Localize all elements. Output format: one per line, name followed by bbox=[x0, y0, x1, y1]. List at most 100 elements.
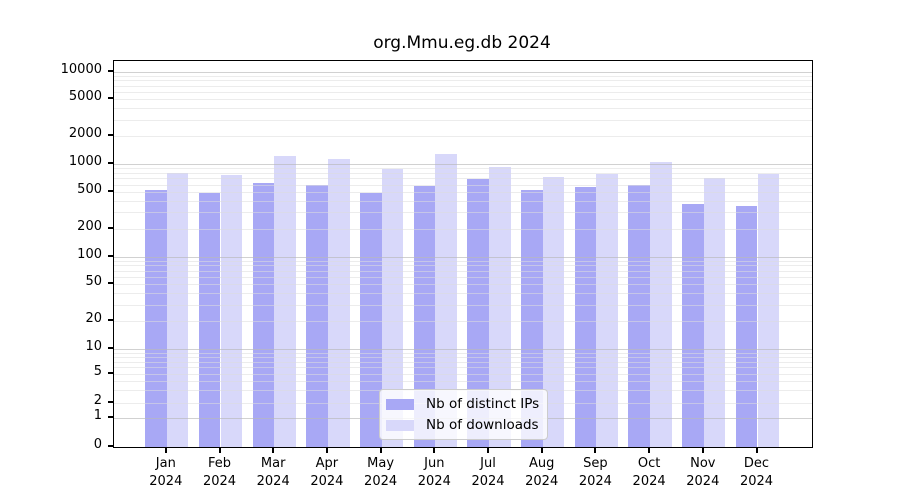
x-tick-label: Nov 2024 bbox=[668, 455, 738, 491]
gridline-minor bbox=[114, 212, 812, 214]
x-tick-label-year: 2024 bbox=[739, 474, 774, 489]
bar-aug-distinct-ips bbox=[521, 190, 543, 447]
y-axis-tick bbox=[108, 226, 113, 229]
bar-feb-downloads bbox=[220, 175, 243, 447]
bar-dec-distinct-ips bbox=[735, 206, 758, 447]
gridline-major bbox=[114, 256, 812, 258]
bar-nov-distinct-ips bbox=[682, 203, 704, 447]
y-axis-tick bbox=[108, 189, 113, 192]
bar-jul-distinct-ips bbox=[467, 178, 489, 447]
bar-sep-downloads bbox=[596, 174, 619, 447]
bar-jan-downloads bbox=[166, 172, 189, 447]
x-tick-label: Apr 2024 bbox=[292, 455, 362, 491]
gridline-minor bbox=[114, 277, 812, 279]
gridline-major bbox=[114, 164, 812, 165]
x-axis-tick bbox=[433, 448, 436, 453]
y-axis-tick bbox=[108, 162, 113, 164]
legend-swatch-downloads bbox=[386, 419, 414, 431]
plot-area: Nb of distinct IPs Nb of downloads bbox=[113, 60, 813, 448]
x-tick-label: Oct 2024 bbox=[614, 455, 684, 491]
x-tick-label: May 2024 bbox=[346, 455, 416, 491]
legend-label-distinct-ips: Nb of distinct IPs bbox=[426, 396, 540, 412]
x-tick-label-year: 2024 bbox=[471, 474, 505, 489]
y-axis-tick bbox=[108, 254, 113, 257]
x-axis-tick bbox=[487, 448, 489, 453]
gridline-minor bbox=[114, 270, 812, 272]
gridline-minor bbox=[114, 178, 812, 180]
y-tick-label: 5 bbox=[93, 364, 102, 379]
gridline-minor bbox=[114, 304, 812, 306]
y-tick-label: 10 bbox=[85, 339, 102, 354]
legend-row: Nb of downloads bbox=[386, 417, 540, 433]
y-tick-label: 500 bbox=[77, 181, 102, 197]
gridline-minor bbox=[114, 228, 812, 230]
x-tick-label-year: 2024 bbox=[202, 474, 237, 489]
y-tick-label: 100 bbox=[77, 246, 102, 262]
y-tick-label: 10000 bbox=[60, 61, 102, 77]
bar-jun-downloads bbox=[435, 154, 457, 447]
x-tick-label: Jun 2024 bbox=[399, 455, 469, 491]
y-axis-tick bbox=[108, 319, 113, 322]
gridline-minor bbox=[114, 265, 812, 267]
gridline-minor bbox=[114, 352, 812, 354]
y-tick-label: 5000 bbox=[68, 89, 102, 105]
gridline-minor bbox=[114, 367, 812, 369]
gridline-minor bbox=[114, 361, 812, 363]
x-tick-label: Feb 2024 bbox=[185, 455, 255, 491]
bar-apr-distinct-ips bbox=[306, 184, 328, 447]
x-tick-label-year: 2024 bbox=[310, 474, 344, 489]
y-axis-tick bbox=[108, 69, 113, 72]
chart-title: org.Mmu.eg.db 2024 bbox=[373, 33, 551, 53]
bar-nov-downloads bbox=[703, 178, 726, 447]
gridline-minor bbox=[114, 357, 812, 359]
gridline-minor bbox=[114, 191, 812, 193]
x-tick-label: Mar 2024 bbox=[238, 455, 308, 491]
y-axis-tick bbox=[108, 282, 113, 285]
bar-mar-distinct-ips bbox=[252, 182, 275, 447]
y-tick-label: 2 bbox=[93, 393, 102, 408]
x-tick-label-year: 2024 bbox=[417, 474, 451, 489]
gridline-minor bbox=[114, 80, 812, 82]
bar-sep-distinct-ips bbox=[574, 187, 597, 447]
x-tick-label: Jan 2024 bbox=[131, 455, 201, 491]
bar-aug-downloads bbox=[542, 176, 565, 447]
y-axis-tick bbox=[108, 134, 113, 137]
legend-label-downloads: Nb of downloads bbox=[426, 417, 539, 433]
x-axis-tick bbox=[540, 448, 543, 453]
gridline-minor bbox=[114, 321, 812, 323]
x-tick-label-year: 2024 bbox=[364, 474, 398, 489]
x-axis-tick bbox=[379, 448, 382, 453]
x-axis-tick bbox=[648, 448, 651, 453]
x-tick-label-year: 2024 bbox=[525, 474, 559, 489]
gridline-minor bbox=[114, 200, 812, 202]
x-tick-label: Sep 2024 bbox=[560, 455, 630, 491]
bar-jan-distinct-ips bbox=[145, 190, 167, 447]
gridline-minor bbox=[114, 108, 812, 110]
x-tick-label: Jul 2024 bbox=[453, 455, 523, 491]
y-axis-tick bbox=[108, 347, 113, 349]
gridline-minor bbox=[114, 168, 812, 170]
x-axis-tick bbox=[594, 448, 597, 453]
y-axis-tick bbox=[108, 97, 113, 100]
gridline-minor bbox=[114, 260, 812, 262]
y-tick-label: 50 bbox=[85, 274, 102, 290]
x-tick-label-year: 2024 bbox=[632, 474, 666, 489]
bar-jul-downloads bbox=[489, 166, 511, 447]
gridline-minor bbox=[114, 293, 812, 295]
x-tick-label-year: 2024 bbox=[256, 474, 290, 489]
gridline-minor bbox=[114, 284, 812, 286]
legend-swatch-distinct-ips bbox=[386, 398, 414, 410]
legend: Nb of distinct IPs Nb of downloads bbox=[379, 389, 548, 440]
legend-row: Nb of distinct IPs bbox=[386, 396, 540, 412]
x-axis-tick bbox=[755, 448, 758, 453]
x-tick-label-year: 2024 bbox=[578, 474, 612, 489]
gridline-minor bbox=[114, 172, 812, 174]
x-tick-label: Dec 2024 bbox=[722, 455, 792, 491]
gridline-minor bbox=[114, 75, 812, 77]
x-axis-tick bbox=[218, 448, 221, 453]
y-tick-label: 1 bbox=[93, 408, 102, 423]
y-tick-label: 20 bbox=[85, 311, 102, 327]
gridline-major bbox=[114, 349, 812, 350]
y-axis-tick bbox=[108, 372, 113, 374]
